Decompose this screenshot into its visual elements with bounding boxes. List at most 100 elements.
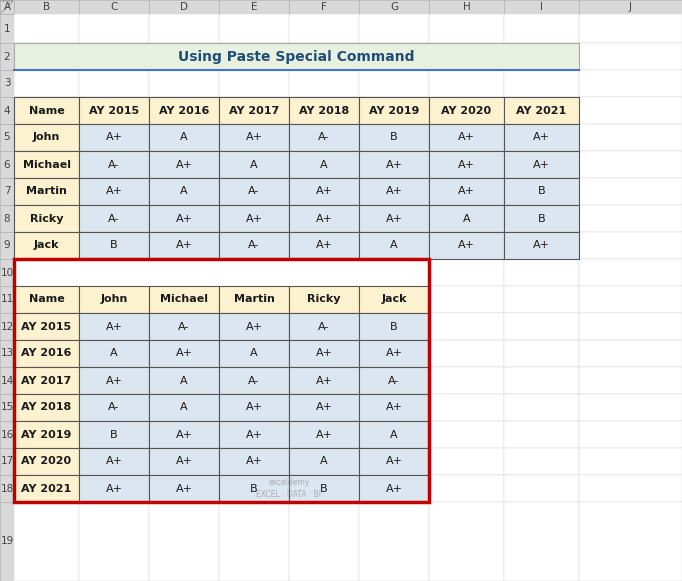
Text: A-: A- (108, 160, 119, 170)
Bar (14, 259, 79, 286)
Bar (219, 178, 289, 205)
Bar (219, 367, 289, 394)
Bar (149, 151, 219, 178)
Bar (504, 124, 579, 151)
Bar (0, 0, 14, 14)
Bar (79, 97, 149, 124)
Bar (579, 14, 682, 43)
Bar (219, 124, 289, 151)
Bar (149, 178, 219, 205)
Bar (14, 70, 79, 97)
Bar (79, 205, 149, 232)
Bar (219, 340, 289, 367)
Text: AY 2018: AY 2018 (299, 106, 349, 116)
Bar (359, 205, 429, 232)
Text: A-: A- (108, 403, 119, 413)
Text: 16: 16 (1, 429, 14, 439)
Text: AY 2020: AY 2020 (21, 457, 72, 467)
Text: A+: A+ (533, 241, 550, 250)
Bar (219, 205, 289, 232)
Bar (504, 286, 579, 313)
Bar (219, 151, 289, 178)
Bar (149, 0, 219, 14)
Bar (359, 97, 429, 124)
Bar (504, 178, 579, 205)
Bar (149, 124, 219, 151)
Text: A+: A+ (175, 429, 192, 439)
Text: A-: A- (178, 321, 190, 332)
Text: A+: A+ (175, 213, 192, 224)
Bar (149, 178, 219, 205)
Bar (79, 394, 149, 421)
Bar (14, 475, 79, 502)
Bar (14, 367, 79, 394)
Bar (429, 14, 504, 43)
Bar (504, 70, 579, 97)
Bar (149, 151, 219, 178)
Text: A+: A+ (533, 160, 550, 170)
Bar (219, 502, 289, 581)
Bar (579, 70, 682, 97)
Bar (504, 205, 579, 232)
Bar (429, 124, 504, 151)
Text: AY 2017: AY 2017 (229, 106, 279, 116)
Text: A+: A+ (316, 241, 333, 250)
Text: John: John (100, 295, 128, 304)
Bar (579, 502, 682, 581)
Bar (429, 475, 504, 502)
Bar (14, 421, 79, 448)
Bar (429, 394, 504, 421)
Bar (289, 205, 359, 232)
Text: 7: 7 (3, 187, 10, 196)
Text: 10: 10 (1, 267, 14, 278)
Text: 1: 1 (3, 23, 10, 34)
Bar (289, 14, 359, 43)
Bar (504, 421, 579, 448)
Bar (504, 259, 579, 286)
Text: B: B (537, 187, 546, 196)
Bar (14, 14, 79, 43)
Bar (579, 232, 682, 259)
Bar (79, 97, 149, 124)
Bar (429, 43, 504, 70)
Bar (359, 124, 429, 151)
Bar (504, 151, 579, 178)
Text: A+: A+ (246, 403, 263, 413)
Bar (149, 97, 219, 124)
Bar (429, 340, 504, 367)
Text: John: John (33, 132, 60, 142)
Bar (219, 286, 289, 313)
Bar (579, 475, 682, 502)
Bar (149, 340, 219, 367)
Text: J: J (629, 2, 632, 12)
Text: 13: 13 (1, 349, 14, 358)
Bar (79, 232, 149, 259)
Bar (579, 367, 682, 394)
Text: AY 2016: AY 2016 (21, 349, 72, 358)
Bar (579, 124, 682, 151)
Bar (14, 232, 79, 259)
Bar (79, 70, 149, 97)
Bar (14, 475, 79, 502)
Bar (14, 205, 79, 232)
Bar (579, 205, 682, 232)
Bar (149, 205, 219, 232)
Bar (504, 232, 579, 259)
Bar (0, 313, 14, 340)
Bar (289, 205, 359, 232)
Text: A-: A- (248, 187, 260, 196)
Bar (14, 151, 79, 178)
Bar (359, 340, 429, 367)
Text: A-: A- (388, 375, 400, 386)
Bar (14, 394, 79, 421)
Bar (14, 97, 79, 124)
Bar (149, 286, 219, 313)
Text: A+: A+ (458, 160, 475, 170)
Text: A-: A- (248, 375, 260, 386)
Bar (359, 448, 429, 475)
Text: B: B (250, 483, 258, 493)
Bar (0, 124, 14, 151)
Bar (149, 448, 219, 475)
Text: A+: A+ (385, 213, 402, 224)
Bar (429, 205, 504, 232)
